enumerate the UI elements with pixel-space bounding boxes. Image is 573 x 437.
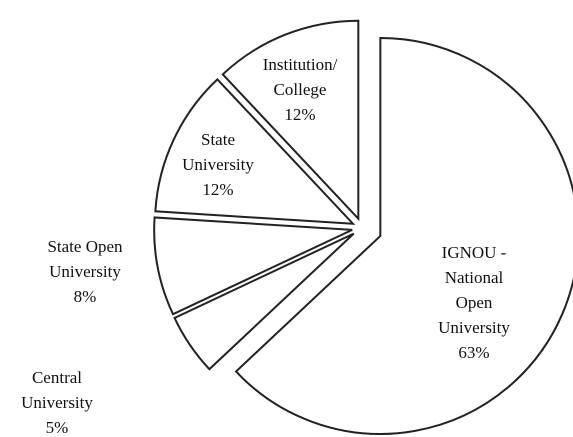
category-label: State Open University (47, 237, 123, 281)
category-label: Central University (21, 368, 93, 412)
slice-label: Central University 5% (21, 365, 93, 437)
pie-slice (221, 19, 360, 222)
pie-slice (154, 77, 356, 225)
slice-label: Institution/ College 12% (263, 52, 338, 127)
value-label: 12% (202, 180, 234, 199)
pie-slice (234, 36, 573, 435)
slice-label: State University 12% (182, 127, 254, 202)
pie-slice (173, 232, 355, 371)
value-label: 8% (73, 287, 97, 306)
slice-label: State Open University 8% (47, 234, 122, 309)
category-label: State University (182, 130, 254, 174)
category-label: Institution/ College (262, 55, 338, 99)
value-label: 63% (458, 343, 490, 362)
pie-slice (153, 216, 353, 316)
slice-label: IGNOU - National Open University 63% (425, 240, 524, 365)
value-label: 5% (45, 418, 69, 437)
category-label: IGNOU - National Open University (438, 243, 510, 337)
value-label: 12% (284, 105, 316, 124)
